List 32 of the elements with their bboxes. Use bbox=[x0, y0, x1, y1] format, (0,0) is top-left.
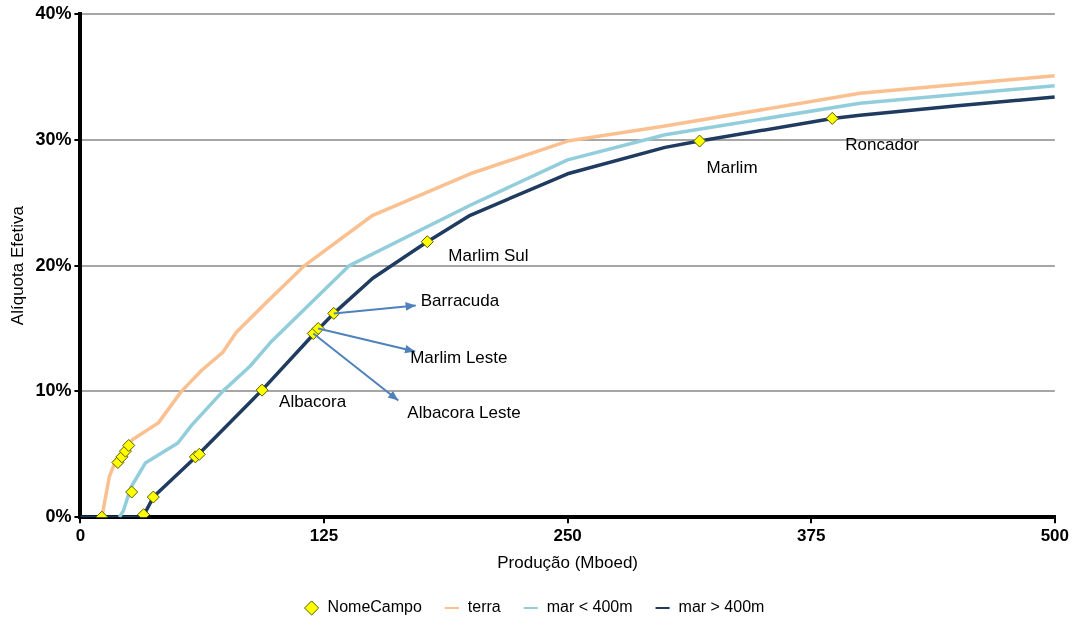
point bbox=[825, 111, 839, 125]
y-tick-label: 10% bbox=[35, 380, 72, 401]
point bbox=[693, 134, 707, 148]
point bbox=[146, 490, 160, 504]
legend-label: terra bbox=[467, 598, 501, 616]
point bbox=[137, 508, 151, 518]
legend-label: mar < 400m bbox=[546, 598, 633, 616]
annotation: Albacora bbox=[279, 391, 347, 411]
annotation: Roncador bbox=[845, 135, 920, 155]
legend-label: NomeCampo bbox=[327, 598, 422, 616]
x-axis-title: Produção (Mboed) bbox=[497, 553, 639, 573]
point bbox=[122, 438, 136, 452]
x-tick-label: 250 bbox=[553, 526, 582, 546]
y-tick-label: 40% bbox=[35, 2, 72, 23]
annotation: Marlim Sul bbox=[448, 246, 529, 266]
annotation: Marlim bbox=[706, 157, 758, 177]
annotation: Albacora Leste bbox=[407, 403, 521, 423]
x-tick-label: 500 bbox=[1040, 526, 1070, 546]
y-tick-label: 0% bbox=[45, 506, 72, 527]
point bbox=[420, 235, 434, 249]
y-tick-label: 20% bbox=[35, 254, 72, 275]
legend-label: mar > 400m bbox=[678, 598, 765, 616]
annotation: Marlim Leste bbox=[410, 348, 508, 368]
point bbox=[125, 485, 139, 499]
x-tick-label: 0 bbox=[75, 526, 86, 546]
x-tick-label: 375 bbox=[797, 526, 826, 546]
annotation: Barracuda bbox=[420, 291, 500, 311]
point bbox=[255, 383, 269, 397]
y-tick-label: 30% bbox=[35, 128, 72, 149]
x-tick-label: 125 bbox=[309, 526, 339, 546]
y-axis-title: Alíquota Efetiva bbox=[7, 205, 27, 326]
point bbox=[192, 447, 206, 461]
